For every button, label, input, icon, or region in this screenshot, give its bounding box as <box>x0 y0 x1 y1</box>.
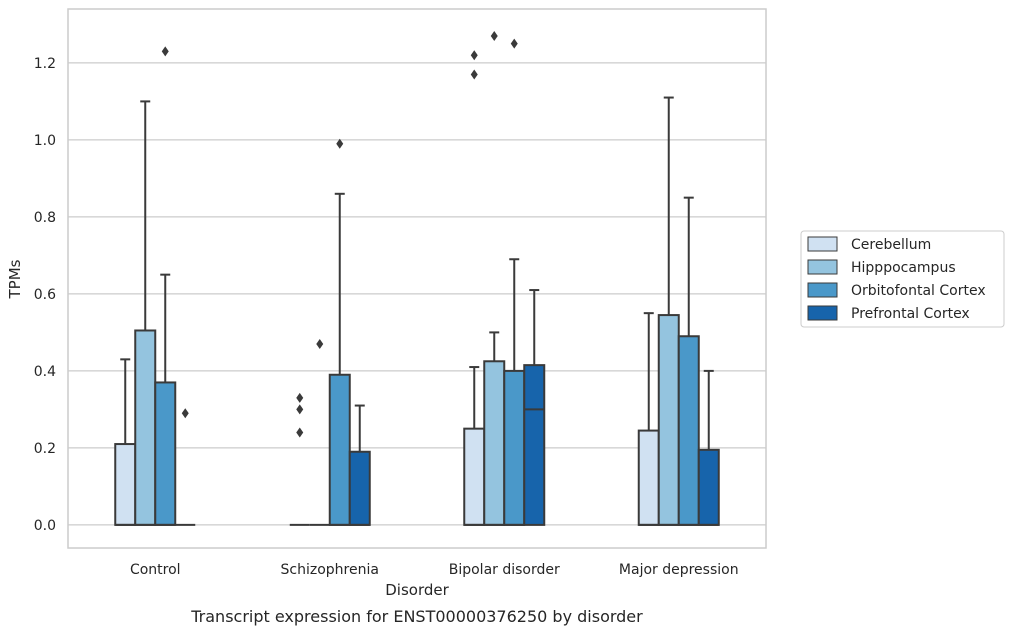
box-orbitofontal-cortex <box>677 196 700 526</box>
x-tick-label: Control <box>130 562 181 578</box>
outlier-point <box>470 69 478 80</box>
legend-swatch <box>807 282 838 298</box>
box <box>348 450 371 526</box>
box-layer <box>114 30 720 526</box>
box-hipppocampus <box>483 30 506 526</box>
box <box>637 429 660 526</box>
outlier-point <box>490 30 498 41</box>
box <box>114 443 137 526</box>
box <box>657 314 680 526</box>
box <box>677 335 700 526</box>
outlier-point <box>161 46 169 57</box>
outlier-point <box>336 138 344 149</box>
box-cerebellum <box>637 312 660 526</box>
y-axis-title: TPMs <box>6 259 24 299</box>
x-axis-title: Disorder <box>385 581 449 599</box>
y-tick-labels: 0.0 0.2 0.4 0.6 0.8 1.0 1.2 <box>34 56 56 534</box>
legend-label: Cerebellum <box>851 237 931 253</box>
x-tick-label: Bipolar disorder <box>449 562 560 578</box>
box-cerebellum <box>289 392 310 526</box>
box-prefrontal-cortex <box>523 289 546 526</box>
legend: Cerebellum Hipppocampus Orbitofontal Corte… <box>800 230 1005 328</box>
box <box>523 364 546 526</box>
box-orbitofontal-cortex <box>154 46 177 526</box>
legend-items: Cerebellum Hipppocampus Orbitofontal Corte… <box>807 236 986 322</box>
box-orbitofontal-cortex <box>328 138 351 526</box>
outlier-point <box>470 50 478 61</box>
box-hipppocampus <box>657 96 680 526</box>
x-tick-labels: Control Schizophrenia Bipolar disorder Majo… <box>130 562 739 578</box>
box <box>328 373 351 526</box>
outlier-point <box>316 338 324 349</box>
box-hipppocampus <box>309 338 330 526</box>
box-hipppocampus <box>134 100 157 526</box>
legend-swatch <box>807 305 838 321</box>
y-tick-label: 1.0 <box>34 133 56 149</box>
box-cerebellum <box>463 50 486 526</box>
box-prefrontal-cortex <box>175 408 196 526</box>
box <box>154 381 177 526</box>
box-orbitofontal-cortex <box>503 38 526 526</box>
legend-label: Hipppocampus <box>851 260 956 276</box>
y-tick-label: 0.4 <box>34 364 56 380</box>
legend-label: Prefrontal Cortex <box>851 306 970 322</box>
chart-caption: Transcript expression for ENST0000037625… <box>190 607 643 626</box>
box <box>463 427 486 526</box>
outlier-point <box>181 408 189 419</box>
box <box>134 329 157 526</box>
plot-frame <box>67 8 767 549</box>
legend-swatch <box>807 259 838 275</box>
y-tick-label: 0.0 <box>34 518 56 534</box>
box <box>697 448 720 526</box>
y-tick-label: 0.2 <box>34 441 56 457</box>
x-tick-label: Schizophrenia <box>281 562 379 578</box>
box <box>503 369 526 526</box>
outlier-point <box>296 404 304 415</box>
x-tick-label: Major depression <box>619 562 739 578</box>
legend-label: Orbitofontal Cortex <box>851 283 986 299</box>
y-tick-label: 0.6 <box>34 287 56 303</box>
legend-swatch <box>807 236 838 252</box>
legend-box <box>800 230 1005 328</box>
box <box>483 360 506 526</box>
outlier-point <box>510 38 518 49</box>
box-prefrontal-cortex <box>348 404 371 526</box>
y-tick-label: 1.2 <box>34 56 56 72</box>
outlier-point <box>296 427 304 438</box>
box-prefrontal-cortex <box>697 369 720 526</box>
box-cerebellum <box>114 358 137 526</box>
outlier-point <box>296 392 304 403</box>
y-tick-label: 0.8 <box>34 210 56 226</box>
grid-layer <box>68 62 766 526</box>
